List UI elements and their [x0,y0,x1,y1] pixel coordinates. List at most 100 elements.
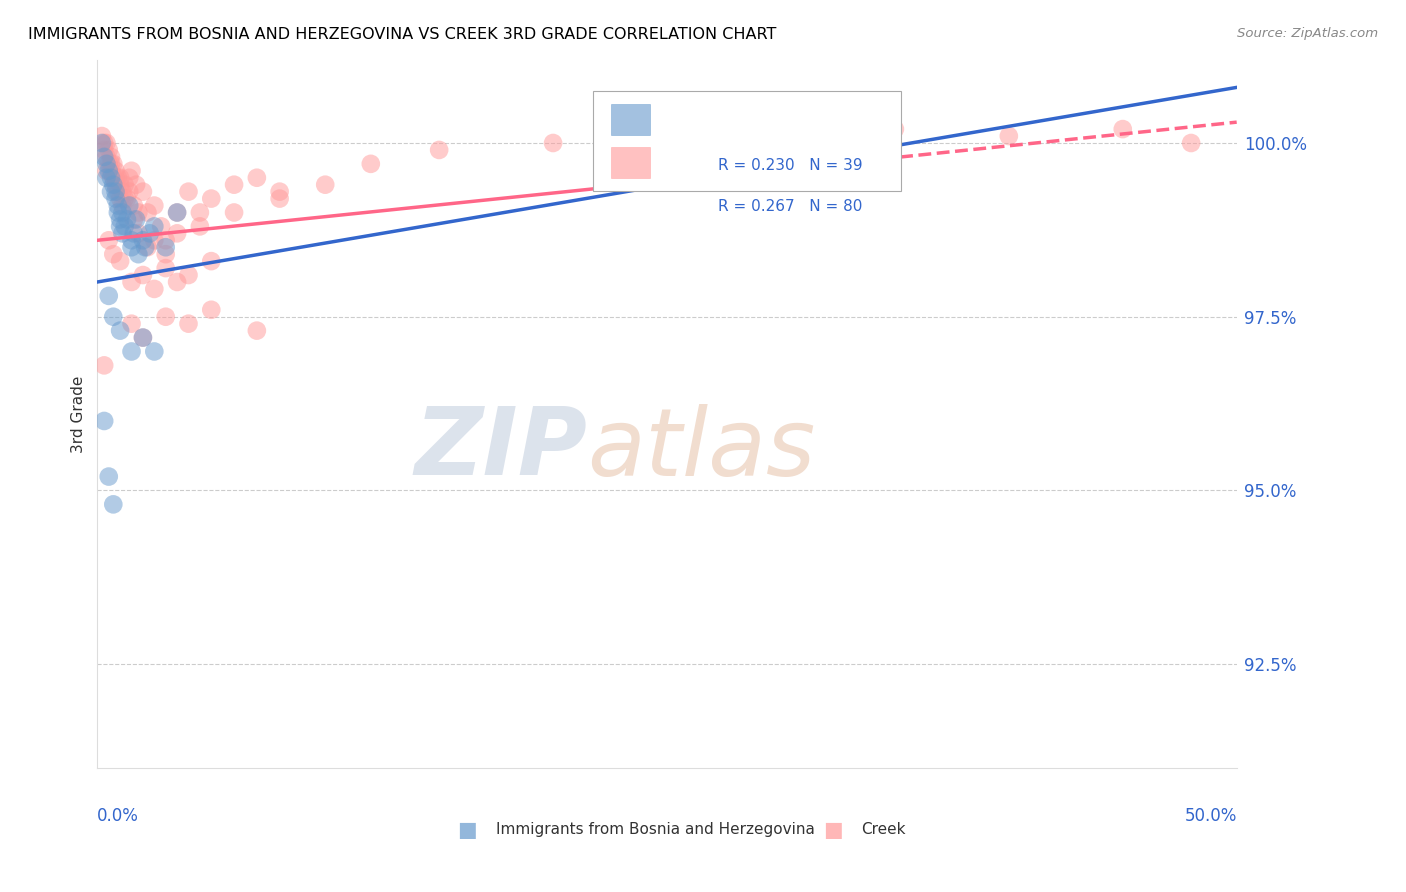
Point [107,205,129,219]
Text: ■: ■ [823,820,844,839]
Point [314,178,336,192]
Point [136,240,159,254]
Point [104,178,127,192]
Point [100,157,122,171]
Point [122,198,145,212]
Point [93,143,115,157]
Point [188,205,211,219]
Text: Immigrants from Bosnia and Herzegovina: Immigrants from Bosnia and Herzegovina [495,822,814,837]
Point [177,268,200,282]
Point [541,136,564,150]
Point [155,261,177,276]
Point [97,233,120,247]
Point [114,178,136,192]
Point [97,143,120,157]
Point [200,302,222,317]
Point [143,198,166,212]
Point [103,247,125,261]
Text: 0.0%: 0.0% [97,806,139,825]
Point [104,185,127,199]
Point [655,129,678,144]
Point [104,192,127,206]
Point [97,289,120,303]
Point [121,240,143,254]
Point [139,227,162,241]
Point [200,254,222,268]
FancyBboxPatch shape [593,92,901,191]
Point [143,344,166,359]
Point [96,150,118,164]
Point [125,212,148,227]
Point [222,205,245,219]
Point [360,157,382,171]
Point [108,219,131,234]
Point [127,247,149,261]
Point [115,192,138,206]
Point [1112,122,1135,136]
Point [121,317,143,331]
Point [108,324,131,338]
Point [108,254,131,268]
Point [103,157,125,171]
Point [114,219,136,234]
Point [103,178,125,192]
Text: Creek: Creek [860,822,905,837]
Point [103,310,125,324]
Point [155,233,177,247]
Point [100,185,122,199]
Point [103,497,125,511]
Point [108,212,131,227]
Point [121,163,143,178]
Text: Source: ZipAtlas.com: Source: ZipAtlas.com [1237,27,1378,40]
Point [107,170,129,185]
FancyBboxPatch shape [612,147,650,178]
Text: ZIP: ZIP [415,403,588,495]
Point [118,185,141,199]
Point [93,136,115,150]
Point [222,178,245,192]
Point [104,170,127,185]
Point [96,157,118,171]
Point [96,163,118,178]
Point [246,324,269,338]
Point [122,212,145,227]
Point [114,192,136,206]
Point [97,469,120,483]
Point [108,178,131,192]
Point [97,157,120,171]
Point [122,227,145,241]
Point [121,275,143,289]
Point [166,205,188,219]
Point [134,240,156,254]
Point [132,330,155,344]
Text: ■: ■ [457,820,478,839]
Y-axis label: 3rd Grade: 3rd Grade [72,376,86,453]
Point [93,359,115,373]
Point [166,227,188,241]
Point [269,192,291,206]
Point [177,317,200,331]
Point [143,282,166,296]
Point [132,330,155,344]
Point [150,219,173,234]
Point [107,185,129,199]
Point [269,185,291,199]
Point [136,205,159,219]
Point [97,163,120,178]
Text: IMMIGRANTS FROM BOSNIA AND HERZEGOVINA VS CREEK 3RD GRADE CORRELATION CHART: IMMIGRANTS FROM BOSNIA AND HERZEGOVINA V… [28,27,776,42]
Point [155,240,177,254]
Point [143,233,166,247]
Point [96,170,118,185]
Point [100,150,122,164]
Point [107,198,129,212]
Point [104,163,127,178]
Point [93,150,115,164]
Point [427,143,450,157]
Point [769,129,792,144]
Point [188,219,211,234]
FancyBboxPatch shape [612,104,650,136]
Point [118,170,141,185]
Point [108,192,131,206]
Point [155,247,177,261]
Point [246,170,269,185]
